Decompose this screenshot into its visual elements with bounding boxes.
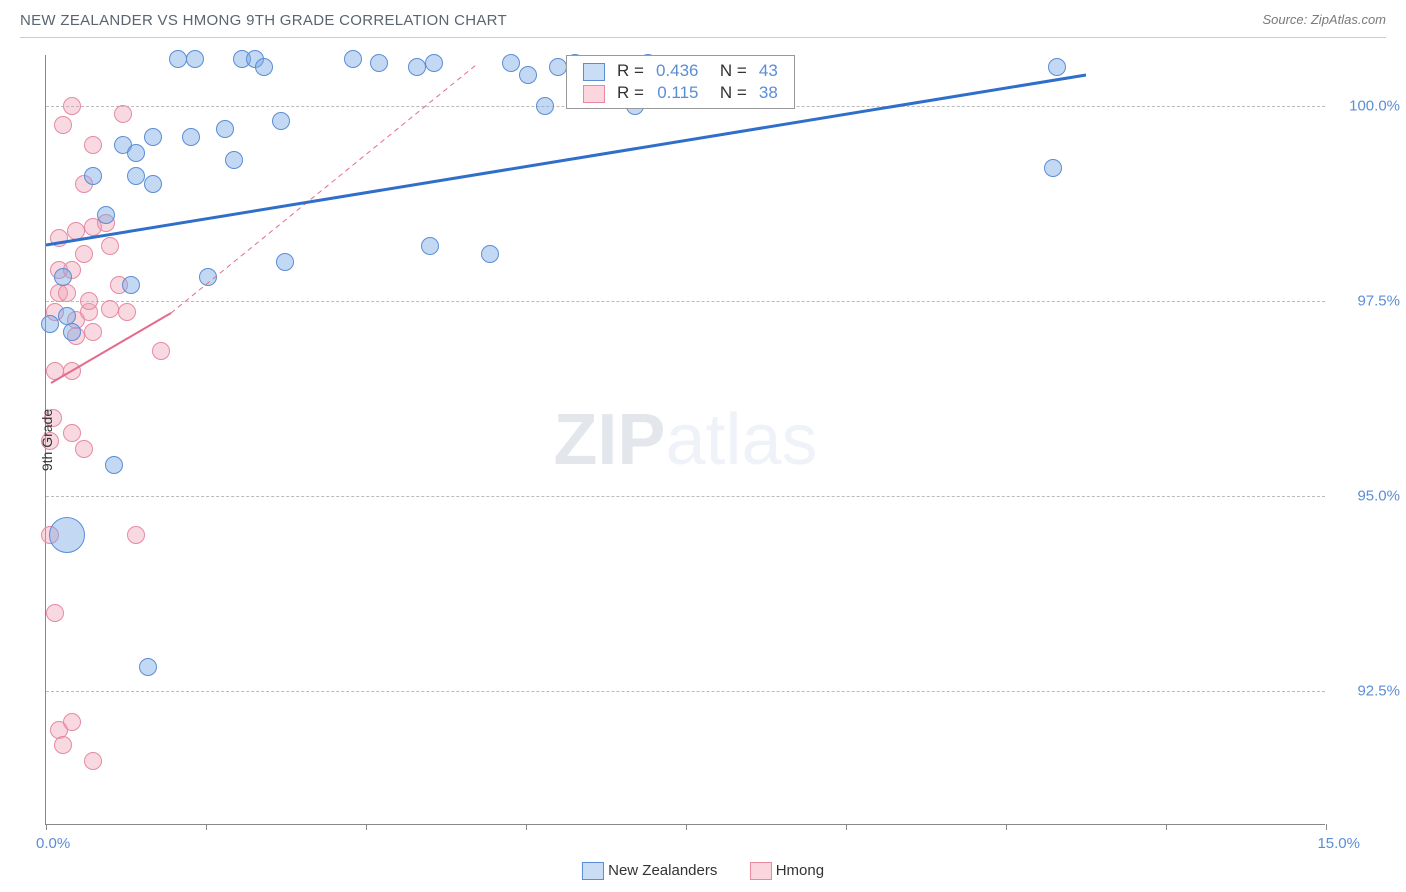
plot-area: ZIPatlas 100.0%97.5%95.0%92.5% R = 0.436… <box>45 55 1325 825</box>
bottom-legend: New Zealanders Hmong <box>568 862 838 880</box>
point-nz <box>97 206 115 224</box>
point-hmong <box>101 237 119 255</box>
point-nz <box>139 658 157 676</box>
point-hmong <box>58 284 76 302</box>
point-hmong <box>54 736 72 754</box>
stats-row-hmong: R = 0.115 N = 38 <box>577 82 784 104</box>
chart-title: NEW ZEALANDER VS HMONG 9TH GRADE CORRELA… <box>20 12 507 29</box>
chart-header: NEW ZEALANDER VS HMONG 9TH GRADE CORRELA… <box>20 8 1386 38</box>
watermark: ZIPatlas <box>553 399 817 481</box>
x-tick-mark <box>686 824 687 830</box>
point-nz <box>199 268 217 286</box>
legend-label-nz: New Zealanders <box>608 862 717 879</box>
point-nz <box>105 456 123 474</box>
point-nz <box>370 54 388 72</box>
point-hmong <box>84 136 102 154</box>
swatch-nz <box>583 63 605 81</box>
x-tick-mark <box>1006 824 1007 830</box>
point-nz <box>127 167 145 185</box>
point-nz <box>63 323 81 341</box>
x-tick-mark <box>526 824 527 830</box>
point-hmong <box>46 604 64 622</box>
x-axis-min-label: 0.0% <box>36 835 70 852</box>
point-nz <box>84 167 102 185</box>
point-nz <box>182 128 200 146</box>
point-hmong <box>152 342 170 360</box>
point-nz <box>425 54 443 72</box>
point-hmong <box>54 116 72 134</box>
point-hmong <box>84 323 102 341</box>
point-hmong <box>114 105 132 123</box>
point-nz <box>549 58 567 76</box>
point-hmong <box>63 424 81 442</box>
point-nz <box>255 58 273 76</box>
point-nz <box>186 50 204 68</box>
swatch-hmong <box>583 85 605 103</box>
gridline <box>46 691 1325 692</box>
point-nz <box>344 50 362 68</box>
y-tick-label: 92.5% <box>1330 682 1400 699</box>
gridline <box>46 301 1325 302</box>
point-nz <box>276 253 294 271</box>
point-hmong <box>63 362 81 380</box>
x-axis-max-label: 15.0% <box>1317 835 1360 852</box>
y-tick-label: 97.5% <box>1330 292 1400 309</box>
chart-source: Source: ZipAtlas.com <box>1262 12 1386 27</box>
point-hmong <box>67 222 85 240</box>
point-nz <box>216 120 234 138</box>
point-nz <box>54 268 72 286</box>
point-nz <box>502 54 520 72</box>
point-hmong <box>50 229 68 247</box>
legend-swatch-nz <box>582 862 604 880</box>
point-nz <box>408 58 426 76</box>
point-hmong <box>80 292 98 310</box>
point-hmong <box>84 752 102 770</box>
x-tick-mark <box>46 824 47 830</box>
point-hmong <box>118 303 136 321</box>
point-nz <box>519 66 537 84</box>
point-nz <box>41 315 59 333</box>
point-hmong <box>127 526 145 544</box>
legend-swatch-hmong <box>750 862 772 880</box>
point-nz <box>122 276 140 294</box>
x-tick-mark <box>1166 824 1167 830</box>
point-hmong <box>101 300 119 318</box>
point-nz <box>536 97 554 115</box>
point-hmong <box>46 362 64 380</box>
x-tick-mark <box>206 824 207 830</box>
point-nz <box>225 151 243 169</box>
point-nz <box>481 245 499 263</box>
point-hmong <box>75 245 93 263</box>
point-hmong <box>63 713 81 731</box>
point-nz <box>49 517 85 553</box>
stats-legend-box: R = 0.436 N = 43 R = 0.115 N = 38 <box>566 55 795 109</box>
y-axis-label: 9th Grade <box>39 408 55 470</box>
trend-lines-svg <box>46 55 1325 824</box>
y-tick-label: 95.0% <box>1330 487 1400 504</box>
legend-label-hmong: Hmong <box>776 862 824 879</box>
point-nz <box>421 237 439 255</box>
x-tick-mark <box>846 824 847 830</box>
x-tick-mark <box>366 824 367 830</box>
point-nz <box>127 144 145 162</box>
point-hmong <box>63 97 81 115</box>
stats-row-nz: R = 0.436 N = 43 <box>577 60 784 82</box>
x-tick-mark <box>1326 824 1327 830</box>
point-nz <box>169 50 187 68</box>
point-nz <box>1044 159 1062 177</box>
point-nz <box>144 175 162 193</box>
point-nz <box>144 128 162 146</box>
point-nz <box>1048 58 1066 76</box>
point-hmong <box>75 440 93 458</box>
point-nz <box>272 112 290 130</box>
gridline <box>46 496 1325 497</box>
y-tick-label: 100.0% <box>1330 97 1400 114</box>
